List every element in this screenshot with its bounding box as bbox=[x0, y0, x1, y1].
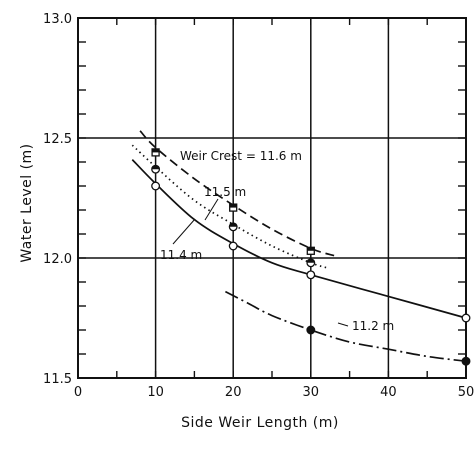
data-point-crest-11-6 bbox=[306, 246, 315, 255]
x-axis-title: Side Weir Length (m) bbox=[181, 415, 339, 431]
data-point-crest-11-5 bbox=[306, 258, 316, 268]
plot-frame bbox=[77, 17, 467, 379]
annotation-leader-crest-11-5 bbox=[204, 198, 219, 221]
curve-layer bbox=[131, 130, 467, 363]
data-point-crest-11-4 bbox=[151, 181, 161, 191]
annotation-leader-crest-11-2 bbox=[337, 322, 349, 327]
annotation-leader-crest-11-4 bbox=[172, 218, 196, 245]
data-point-crest-11-5 bbox=[151, 164, 161, 174]
data-point-crest-11-5 bbox=[228, 222, 238, 232]
data-point-crest-11-4 bbox=[461, 313, 471, 323]
marker-fill bbox=[151, 165, 160, 170]
grid-layer bbox=[78, 18, 466, 378]
data-point-crest-11-6 bbox=[229, 203, 238, 212]
axes-layer: 0 10 20 30 40 50 11.5 12.0 12.5 13.0 Side Weir Len… bbox=[19, 12, 474, 431]
data-point-crest-11-2 bbox=[306, 325, 316, 335]
y-tick-label: 13.0 bbox=[43, 12, 72, 27]
x-tick-label: 30 bbox=[303, 385, 320, 400]
x-tick-label: 0 bbox=[74, 385, 82, 400]
label-layer: Weir Crest = 11.6 m 11.5 m 11.4 m 11.2 m bbox=[160, 149, 394, 333]
annotation-crest-11-2: 11.2 m bbox=[352, 319, 394, 333]
annotation-crest-11-5: 11.5 m bbox=[204, 185, 246, 199]
series-line-crest-11-2 bbox=[225, 290, 467, 363]
marker-fill bbox=[229, 204, 237, 208]
x-tick-label: 10 bbox=[147, 385, 164, 400]
y-tick-label: 12.0 bbox=[43, 252, 72, 267]
point-layer bbox=[151, 148, 471, 366]
annotation-crest-11-6: Weir Crest = 11.6 m bbox=[180, 149, 302, 163]
y-tick-label: 11.5 bbox=[43, 372, 72, 387]
marker-fill bbox=[307, 247, 315, 251]
x-tick-label: 50 bbox=[458, 385, 474, 400]
x-tick-label: 40 bbox=[380, 385, 397, 400]
data-point-crest-11-4 bbox=[228, 241, 238, 251]
marker-fill bbox=[229, 223, 237, 227]
marker-fill bbox=[307, 259, 315, 263]
data-point-crest-11-4 bbox=[306, 270, 316, 280]
y-axis-title: Water Level (m) bbox=[19, 143, 35, 262]
series-line-crest-11-4 bbox=[131, 159, 467, 319]
annotation-crest-11-4: 11.4 m bbox=[160, 248, 202, 262]
data-point-crest-11-2 bbox=[461, 356, 471, 366]
data-point-crest-11-6 bbox=[151, 148, 160, 157]
x-tick-label: 20 bbox=[225, 385, 242, 400]
y-tick-label: 12.5 bbox=[43, 132, 72, 147]
marker-fill bbox=[152, 148, 160, 153]
